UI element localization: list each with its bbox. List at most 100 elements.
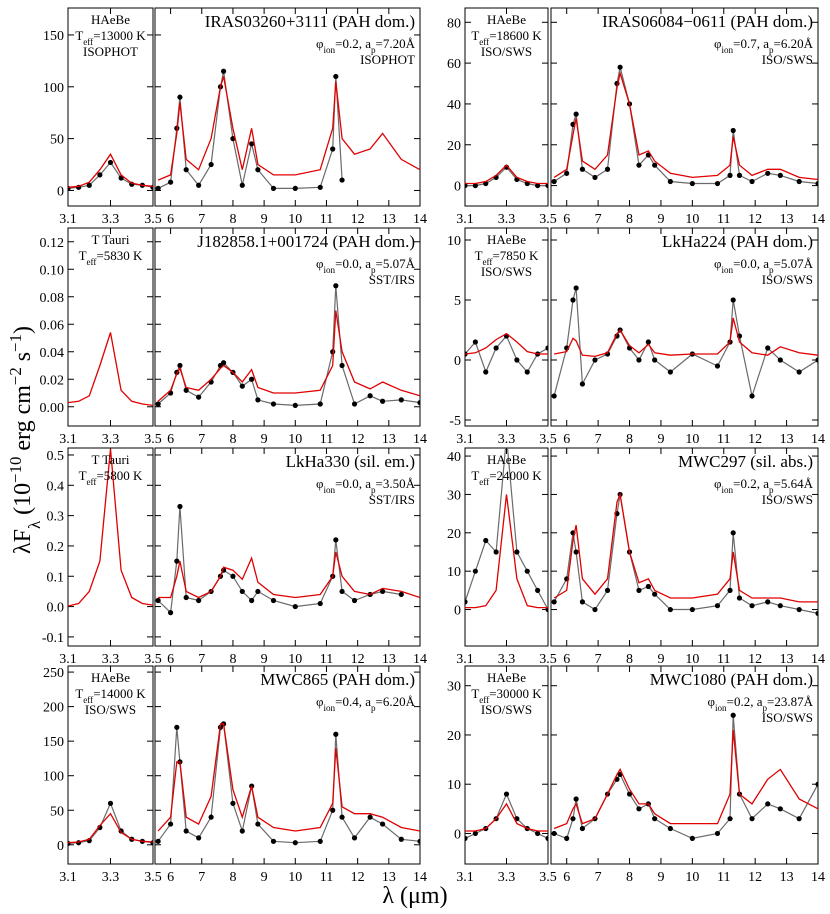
- observed-point: [351, 597, 358, 604]
- observed-point: [220, 68, 227, 74]
- observed-point: [652, 591, 658, 597]
- x-tick-label: 3.5: [539, 870, 557, 885]
- observed-point: [330, 349, 336, 355]
- panel-label: HAeBe: [487, 12, 526, 27]
- observed-point: [667, 369, 673, 375]
- observed-point: [292, 840, 298, 846]
- panel-title-part: MWC865 (PAH dom.): [260, 670, 415, 689]
- y-tick-label: 10: [447, 565, 461, 580]
- panel-note: SST/IRS: [369, 272, 415, 287]
- panel-label-part: HAeBe: [487, 12, 526, 27]
- y-tick-label: 60: [447, 57, 461, 72]
- observed-point: [749, 603, 755, 609]
- panel-note: φion=0.7, ap=6.20Å: [714, 36, 814, 55]
- panel-note-part: ISO/SWS: [762, 52, 813, 67]
- observed-point: [736, 172, 743, 178]
- panel-label-part: =30000 K: [489, 686, 542, 701]
- observed-point: [765, 170, 771, 176]
- panel-label-part: ISO/SWS: [481, 702, 532, 717]
- y-tick-label: 0.10: [40, 263, 65, 278]
- y-tick-label: 50: [50, 804, 64, 819]
- observed-point: [417, 400, 420, 406]
- panel-note-part: =0.0, a: [335, 476, 371, 491]
- panel-note-part: ISO/SWS: [762, 492, 813, 507]
- x-tick-label: 11: [717, 870, 730, 885]
- model-line: [157, 723, 420, 832]
- observed-point: [196, 182, 202, 188]
- panel-title-part: LkHa224 (PAH dom.): [662, 232, 813, 251]
- observed-point: [472, 339, 478, 345]
- y-axis-label-part: (10: [10, 483, 36, 521]
- panel-label: Teff=13000 K: [75, 28, 146, 47]
- x-tick-label: 8: [626, 870, 633, 885]
- y-tick-label: 0.12: [40, 236, 65, 251]
- panel-label-sub: eff: [83, 695, 94, 705]
- x-tick-label: 13: [780, 212, 794, 227]
- x-tick-label: 6: [167, 870, 174, 885]
- panel-label-part: ISO/SWS: [85, 702, 136, 717]
- y-tick-label: 0.0: [47, 601, 65, 616]
- observed-line: [553, 494, 818, 614]
- panel-label-part: T: [471, 28, 479, 43]
- x-tick-label: 12: [748, 212, 762, 227]
- panel-frame: [550, 665, 819, 865]
- panel-label-sub: eff: [87, 257, 98, 267]
- x-tick-label: 14: [413, 432, 427, 447]
- panel-note: ISO/SWS: [762, 710, 813, 725]
- observed-point: [270, 838, 277, 844]
- observed-point: [196, 835, 202, 841]
- x-tick-label: 3.1: [456, 212, 474, 227]
- observed-point: [545, 182, 548, 189]
- observed-point: [86, 182, 92, 188]
- x-tick-label: 3.3: [102, 652, 120, 667]
- observed-point: [177, 503, 183, 510]
- plot-area: [551, 285, 818, 399]
- y-tick-label: 0: [57, 839, 64, 854]
- y-tick-label: 20: [447, 139, 461, 154]
- panel-title: IRAS03260+3111 (PAH dom.): [205, 12, 415, 31]
- x-tick-label: 3.3: [498, 432, 516, 447]
- y-axis-label-part: ): [10, 326, 36, 334]
- observed-point: [97, 172, 103, 178]
- x-tick-label: 6: [167, 432, 174, 447]
- x-axis-label: λ (μm): [382, 883, 447, 909]
- panel-label: ISO/SWS: [85, 702, 136, 717]
- observed-point: [239, 182, 245, 188]
- observed-point: [535, 182, 541, 189]
- x-tick-label: 3.1: [456, 432, 474, 447]
- panel-note-part: φ: [316, 694, 324, 709]
- observed-point: [333, 283, 339, 289]
- x-tick-label: 7: [198, 652, 205, 667]
- x-tick-label: 9: [657, 432, 664, 447]
- panel-title-part: LkHa330 (sil. em.): [286, 452, 415, 471]
- observed-point: [592, 606, 598, 613]
- y-tick-label: 0.08: [40, 291, 65, 306]
- panel-note-sub: ion: [715, 703, 727, 713]
- x-tick-label: 10: [288, 652, 302, 667]
- y-tick-label: 250: [43, 666, 64, 681]
- panel-note-sub: ion: [323, 265, 335, 275]
- panel-label-part: =13000 K: [93, 28, 146, 43]
- observed-point: [339, 362, 345, 369]
- plot-area: [551, 491, 818, 616]
- observed-point: [765, 801, 771, 807]
- panel-note-part: ISOPHOT: [360, 52, 415, 67]
- panel-note-part: φ: [316, 256, 324, 271]
- observed-point: [465, 182, 468, 189]
- panel-label: ISOPHOT: [83, 44, 138, 59]
- observed-point: [483, 537, 489, 544]
- observed-point: [815, 357, 818, 363]
- panel-note-sub: p: [371, 265, 376, 275]
- x-tick-label: 3.5: [144, 652, 162, 667]
- x-tick-label: 14: [413, 870, 427, 885]
- observed-point: [174, 724, 180, 730]
- y-axis-label-part: erg cm: [10, 385, 36, 457]
- observed-point: [472, 182, 478, 189]
- panel-frame: [154, 7, 421, 207]
- observed-point: [255, 588, 261, 595]
- plot-area: [465, 332, 548, 375]
- panel-note: φion=0.2, ap=7.20Å: [316, 36, 416, 55]
- observed-point: [472, 568, 478, 574]
- observed-line: [553, 715, 818, 840]
